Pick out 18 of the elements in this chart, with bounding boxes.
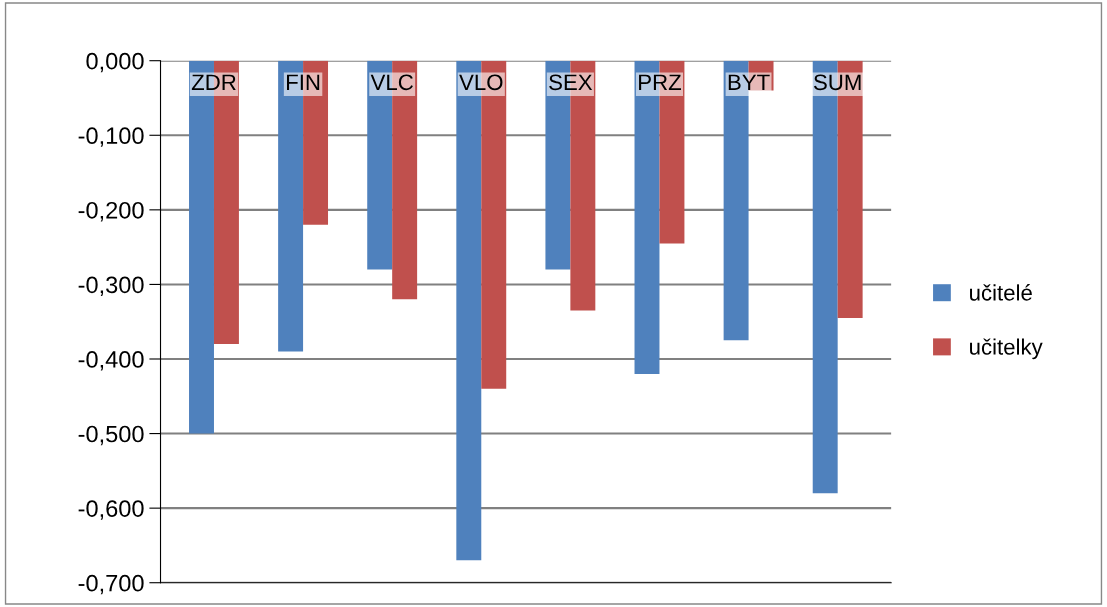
y-tick-label: -0,300 (78, 276, 144, 296)
x-tick-label: SUM (813, 74, 861, 91)
y-tick-label: -0,500 (78, 425, 144, 446)
y-tick-label: -0,100 (78, 127, 144, 147)
x-tick-label: VLC (370, 74, 413, 91)
x-tick-label: VLO (459, 74, 503, 91)
x-tick-label: BYT (728, 74, 770, 90)
x-tick-label: PRZ (639, 74, 681, 90)
x-tick-label: ZDR (191, 74, 236, 90)
y-tick-label: 0,000 (86, 52, 144, 73)
y-tick-label: -0,700 (78, 574, 144, 595)
legend-label: učitelé (970, 284, 1032, 301)
y-tick-label: -0,400 (78, 351, 144, 371)
x-tick-label: SEX (549, 74, 593, 91)
legend-label: učitelky (970, 338, 1043, 360)
x-tick-label: FIN (287, 74, 320, 90)
y-tick-label: -0,600 (78, 500, 144, 520)
y-tick-label: -0,200 (78, 201, 144, 222)
